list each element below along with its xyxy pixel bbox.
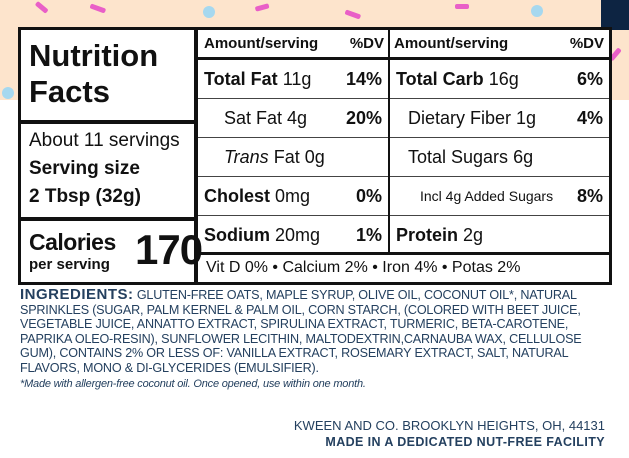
per-serving: per serving [29, 256, 110, 273]
nutrient-row: Sodium 20mg 1% [198, 216, 388, 255]
nutrient-dv: 20% [345, 107, 382, 128]
nutrient-amount: 1g [516, 107, 537, 128]
nutrient-name: Protein [396, 225, 459, 245]
nutrient-name: Trans [224, 146, 269, 167]
nutrient-row: Protein 2g [390, 216, 609, 255]
nutrient-row: Total Fat 11g 14% [198, 60, 388, 99]
servings: About 11 servings [29, 130, 180, 151]
header-right: Amount/serving %DV [394, 30, 604, 57]
serving-size: 2 Tbsp (32g) [29, 186, 141, 207]
nutrient-row: Total Sugars 6g [390, 138, 609, 177]
nutrient-row: Cholest 0mg 0% [198, 177, 388, 216]
header-left: Amount/serving %DV [204, 30, 384, 57]
nutrient-amount: 16g [488, 68, 519, 89]
calories-label: Calories [29, 229, 116, 255]
nutrient-row: Trans Fat 0g [198, 138, 388, 177]
serving-size-label: Serving size [29, 158, 140, 179]
sprinkle [90, 3, 106, 13]
corner-block [601, 0, 629, 30]
nutrient-name: Sat Fat [224, 107, 283, 128]
divider [388, 30, 390, 255]
nutrient-dv: 1% [355, 225, 382, 245]
sprinkle [455, 4, 469, 9]
nutrient-dv: 4% [576, 107, 603, 128]
vitamins: Vit D 0% • Calcium 2% • Iron 4% • Potas … [206, 259, 521, 276]
nutrient-name: Dietary Fiber [408, 107, 512, 128]
sprinkle [345, 9, 361, 19]
nutrient-amount: 2g [463, 225, 484, 245]
nutrient-name: Total Carb [396, 68, 484, 89]
ingredients-text: GLUTEN-FREE OATS, MAPLE SYRUP, OLIVE OIL… [20, 288, 582, 375]
nutrient-name: Total Sugars [408, 146, 509, 167]
header-amount: Amount/serving [204, 35, 319, 52]
divider [194, 30, 198, 282]
facility: MADE IN A DEDICATED NUT-FREE FACILITY [325, 435, 605, 449]
rule [198, 57, 609, 60]
sprinkle [531, 5, 543, 17]
nutrition-label: Nutrition Facts About 11 servings Servin… [18, 27, 612, 285]
calories: 170 [135, 226, 203, 273]
sprinkle [2, 87, 14, 99]
nutrient-row: Dietary Fiber 1g 4% [390, 99, 609, 138]
nutrient-amount: 11g [282, 68, 312, 89]
label-title: Nutrition Facts [29, 38, 159, 109]
nutrient-amount: Fat 0g [273, 146, 325, 167]
rule [21, 217, 194, 221]
sprinkle [255, 3, 270, 12]
nutrient-dv: 0% [355, 185, 382, 206]
rule [21, 120, 194, 124]
nutrient-dv: 8% [576, 185, 603, 206]
header-dv: %DV [349, 35, 384, 52]
nutrient-name: Sodium [204, 225, 270, 245]
nutrient-row: Total Carb 16g 6% [390, 60, 609, 99]
company-address: KWEEN AND CO. BROOKLYN HEIGHTS, OH, 4413… [293, 418, 605, 433]
nutrient-row: Incl 4g Added Sugars 8% [390, 177, 609, 216]
ingredients-note: *Made with allergen-free coconut oil. On… [20, 377, 366, 390]
header-amount: Amount/serving [394, 35, 509, 52]
sprinkles [2, 1, 621, 99]
nutrient-name: Cholest [204, 185, 271, 206]
nutrient-name: Total Fat [204, 68, 278, 89]
nutrient-amount: 20mg [275, 225, 321, 245]
sprinkle [203, 6, 215, 18]
nutrient-amount: 6g [513, 146, 534, 167]
nutrient-dv: 14% [345, 68, 382, 89]
sprinkle [35, 1, 48, 13]
ingredients-label: INGREDIENTS: [20, 286, 134, 303]
header-dv: %DV [569, 35, 604, 52]
nutrient-dv: 6% [576, 68, 603, 89]
nutrient-row: Sat Fat 4g 20% [198, 99, 388, 138]
rule [198, 252, 609, 255]
ingredients: INGREDIENTS: GLUTEN-FREE OATS, MAPLE SYR… [20, 286, 612, 391]
nutrient-amount: 4g [287, 107, 308, 128]
nutrient-name: Incl 4g Added Sugars [420, 188, 554, 204]
sprinkle [609, 48, 621, 61]
nutrient-amount: 0mg [275, 185, 311, 206]
